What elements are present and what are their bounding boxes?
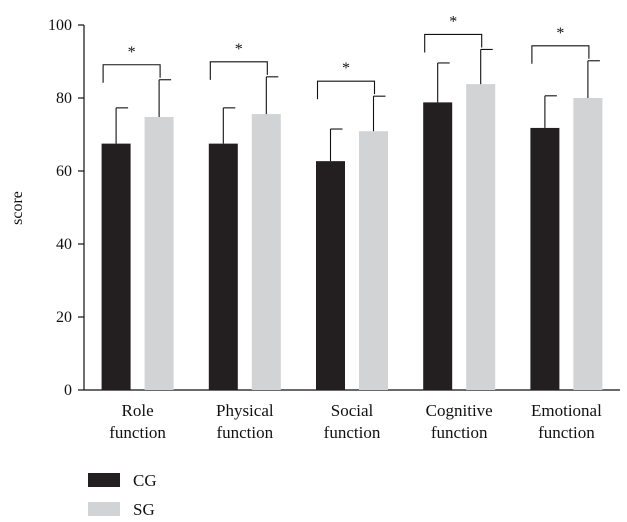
legend-label-cg: CG	[133, 471, 157, 490]
legend-swatch-sg	[88, 502, 120, 516]
significance-brackets: * * * * *	[102, 13, 590, 100]
category-label-line: function	[431, 423, 488, 442]
significance-bracket	[209, 61, 268, 80]
bar-cg	[423, 102, 453, 390]
bar-sg	[573, 98, 603, 390]
category-label-line: Emotional	[531, 401, 602, 420]
legend-label-sg: SG	[133, 500, 155, 519]
significance-marker: *	[556, 25, 564, 42]
error-bars	[115, 48, 600, 162]
category-label: Physical function	[216, 401, 274, 442]
category-label: Role function	[109, 401, 166, 442]
bar-sg	[251, 114, 281, 390]
category-label-line: function	[538, 423, 595, 442]
category-label-line: Social	[331, 401, 374, 420]
bar-sg	[466, 84, 496, 390]
y-tick-label: 60	[56, 163, 72, 180]
significance-marker: *	[342, 60, 350, 77]
significance-bracket	[316, 80, 376, 100]
significance-marker: *	[235, 41, 243, 58]
category-label-line: function	[216, 423, 273, 442]
legend-swatch-cg	[88, 473, 120, 487]
bar-sg	[359, 131, 388, 390]
legend: CG SG	[88, 471, 157, 519]
category-label: Social function	[324, 401, 381, 442]
bar-sg	[144, 116, 174, 390]
category-label: Cognitive function	[426, 401, 493, 442]
category-label-line: Cognitive	[426, 401, 493, 420]
y-axis-ticks: 0 20 40 60 80 100	[48, 17, 84, 399]
bar-cg	[316, 161, 345, 390]
y-tick-label: 80	[56, 90, 72, 107]
significance-marker: *	[449, 13, 457, 30]
bar-cg	[101, 143, 131, 390]
y-axis-title: score	[9, 191, 26, 225]
bars	[101, 84, 603, 391]
category-label: Emotional function	[531, 401, 602, 442]
category-label-line: Physical	[216, 401, 274, 420]
significance-bracket	[531, 45, 590, 64]
category-label-line: function	[324, 423, 381, 442]
significance-marker: *	[128, 44, 136, 61]
y-tick-label: 40	[56, 236, 72, 253]
bar-cg	[530, 127, 560, 391]
category-labels: Role function Physical function Social functi…	[109, 401, 602, 442]
significance-bracket	[424, 33, 483, 53]
category-label-line: function	[109, 423, 166, 442]
y-tick-label: 100	[48, 17, 72, 34]
y-tick-label: 20	[56, 309, 72, 326]
bar-cg	[208, 143, 238, 390]
y-tick-label: 0	[64, 382, 72, 399]
category-label-line: Role	[122, 401, 154, 420]
significance-bracket	[102, 64, 161, 83]
